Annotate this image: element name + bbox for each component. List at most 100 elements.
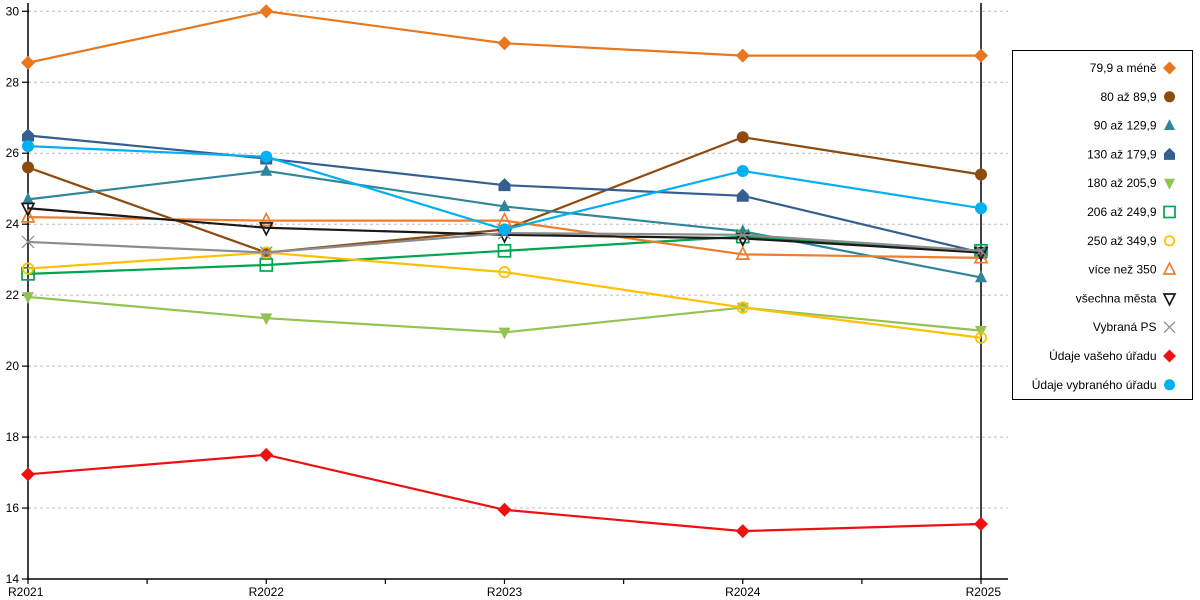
- y-tick-label-16: 16: [6, 501, 20, 515]
- series-5-marker-R2021: [22, 292, 34, 304]
- series-8-marker-R2022: [258, 211, 274, 227]
- legend-item-6: 206 až 249,9: [1087, 205, 1176, 219]
- y-tick-label-14: 14: [6, 572, 20, 586]
- legend-item-5: 180 až 205,9: [1087, 176, 1175, 190]
- series-line-8: [27, 215, 982, 259]
- series-6-marker-R2022: [259, 258, 274, 272]
- legend-item-10: Vybraná PS: [1093, 320, 1176, 334]
- series-9-marker-R2022: [258, 222, 274, 237]
- series-3-marker-R2023: [498, 199, 511, 212]
- series-line-11: [27, 453, 982, 533]
- legend-marker-3: [1164, 119, 1175, 130]
- series-11-marker-R2023: [497, 502, 512, 517]
- legend-label-7: 250 až 349,9: [1087, 234, 1157, 248]
- series-7-marker-R2023: [498, 266, 511, 279]
- series-3-marker-R2025: [975, 270, 987, 283]
- legend-marker-6: [1163, 205, 1176, 219]
- series-12-marker-R2024: [736, 164, 749, 177]
- series-4-marker-R2021: [22, 128, 34, 142]
- series-line-7: [27, 251, 982, 339]
- legend-marker-12: [1164, 379, 1175, 391]
- legend-label-4: 130 až 179,9: [1087, 147, 1157, 161]
- legend-marker-7: [1163, 235, 1176, 247]
- legend-label-5: 180 až 205,9: [1087, 176, 1157, 190]
- series-line-5: [27, 295, 982, 334]
- legend-marker-9: [1162, 293, 1177, 307]
- x-tick-label-R2021: R2021: [8, 585, 44, 599]
- legend-label-9: všechna města: [1076, 291, 1157, 305]
- x-tick-label-R2024: R2024: [725, 585, 761, 599]
- legend-marker-5: [1164, 178, 1175, 190]
- series-12-marker-R2022: [260, 150, 273, 163]
- y-tick-label-18: 18: [6, 430, 20, 444]
- legend-item-2: 80 až 89,9: [1100, 90, 1175, 104]
- series-11-marker-R2025: [974, 517, 988, 532]
- series-5-marker-R2022: [260, 313, 273, 326]
- series-line-6: [27, 235, 982, 275]
- series-1-marker-R2022: [259, 4, 274, 19]
- series-12-marker-R2023: [498, 223, 511, 236]
- legend-marker-2: [1164, 91, 1175, 103]
- y-tick-label-30: 30: [6, 4, 20, 18]
- legend-marker-1: [1163, 61, 1176, 75]
- series-10-marker-R2022: [259, 246, 273, 259]
- y-tick-label-26: 26: [6, 146, 20, 160]
- series-10-marker-R2024: [736, 228, 750, 242]
- y-tick-label-24: 24: [6, 217, 20, 231]
- y-tick-label-22: 22: [6, 288, 20, 302]
- legend-label-6: 206 až 249,9: [1087, 205, 1157, 219]
- series-8-marker-R2025: [973, 249, 989, 264]
- series-12-marker-R2021: [22, 140, 34, 153]
- legend-label-8: více než 350: [1088, 263, 1156, 277]
- series-6-marker-R2023: [497, 243, 512, 258]
- series-6-marker-R2024: [735, 229, 750, 244]
- series-5-marker-R2023: [498, 327, 511, 340]
- series-1-marker-R2023: [497, 36, 512, 51]
- legend-item-12: Údaje vybraného úřadu: [1032, 377, 1175, 392]
- series-3-marker-R2022: [260, 163, 273, 176]
- legend-label-10: Vybraná PS: [1093, 320, 1157, 334]
- legend-item-1: 79,9 a méně: [1090, 61, 1176, 75]
- legend-item-9: všechna města: [1076, 291, 1177, 307]
- legend-label-3: 90 až 129,9: [1094, 119, 1157, 133]
- legend-label-11: Údaje vašeho úřadu: [1049, 348, 1156, 363]
- series-10-marker-R2021: [21, 235, 35, 249]
- series-4-marker-R2023: [498, 178, 511, 192]
- series-7-marker-R2021: [21, 262, 35, 275]
- y-tick-label-28: 28: [6, 75, 20, 89]
- series-11-marker-R2022: [259, 447, 274, 462]
- series-9-marker-R2024: [735, 232, 751, 248]
- series-2-marker-R2021: [22, 161, 34, 174]
- series-3-marker-R2021: [22, 192, 34, 205]
- series-10-marker-R2025: [974, 244, 988, 258]
- series-8-marker-R2021: [20, 208, 36, 223]
- series-11-marker-R2021: [21, 467, 35, 482]
- legend-marker-10: [1163, 321, 1176, 334]
- legend-label-1: 79,9 a méně: [1090, 61, 1157, 75]
- legend-label-12: Údaje vybraného úřadu: [1032, 377, 1157, 392]
- legend-label-2: 80 až 89,9: [1100, 90, 1156, 104]
- series-11-marker-R2024: [735, 524, 750, 539]
- legend-item-11: Údaje vašeho úřadu: [1049, 348, 1176, 363]
- series-7-marker-R2025: [974, 331, 988, 344]
- y-tick-label-20: 20: [6, 359, 20, 373]
- legend-marker-11: [1163, 349, 1176, 363]
- legend-item-7: 250 až 349,9: [1087, 234, 1176, 248]
- legend-item-3: 90 až 129,9: [1094, 119, 1175, 133]
- series-2-marker-R2025: [975, 168, 987, 181]
- legend-item-8: více než 350: [1088, 261, 1177, 277]
- legend-marker-4: [1164, 147, 1175, 160]
- series-4-marker-R2024: [736, 188, 749, 202]
- series-7-marker-R2024: [736, 301, 749, 314]
- series-1-marker-R2025: [974, 48, 988, 63]
- x-tick-label-R2022: R2022: [249, 585, 285, 599]
- series-8-marker-R2024: [735, 245, 751, 260]
- series-12-marker-R2025: [975, 202, 987, 215]
- legend-marker-8: [1162, 261, 1177, 275]
- series-2-marker-R2024: [736, 131, 749, 144]
- series-1-marker-R2024: [735, 48, 750, 63]
- legend-box: [1012, 50, 1193, 400]
- x-tick-label-R2023: R2023: [487, 585, 523, 599]
